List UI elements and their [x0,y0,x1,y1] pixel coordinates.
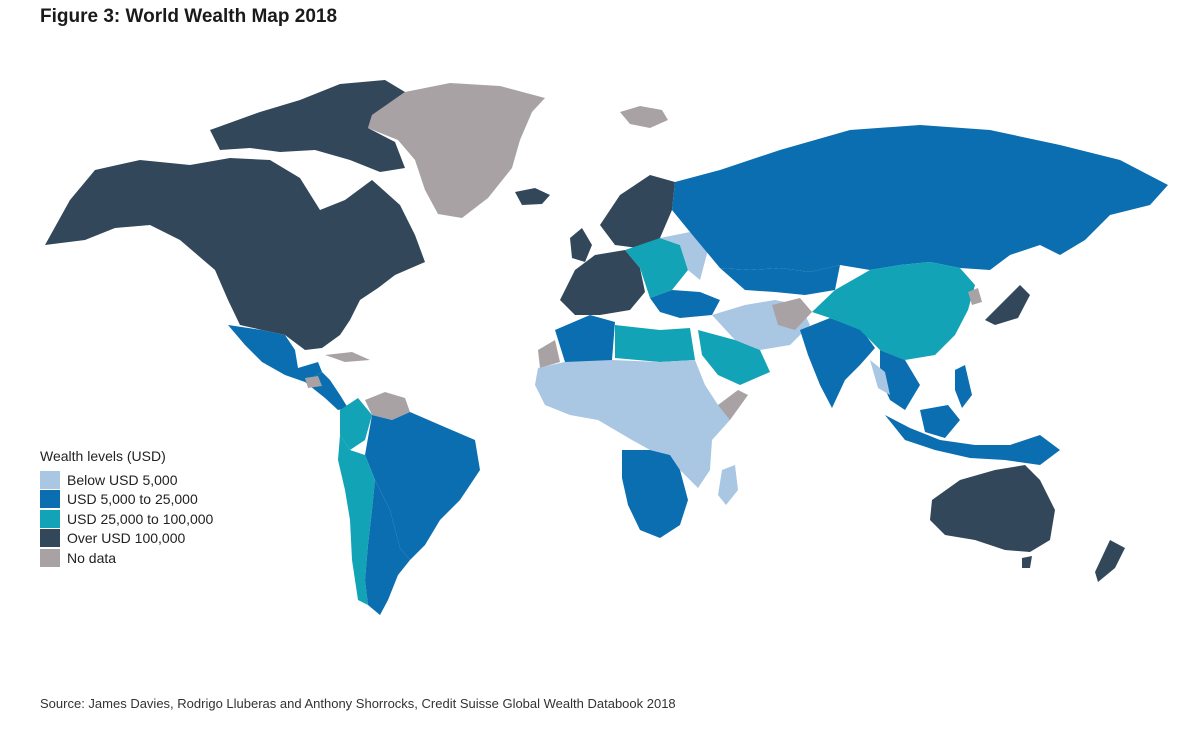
region-japan [985,285,1030,325]
region-borneo [920,405,960,438]
legend-item-25k-100k: USD 25,000 to 100,000 [40,509,213,529]
map-legend: Wealth levels (USD) Below USD 5,000 USD … [40,448,213,568]
region-philippines [955,365,972,408]
region-southern-africa [622,450,688,538]
legend-label: Over USD 100,000 [67,530,186,547]
source-note: Source: James Davies, Rodrigo Lluberas a… [40,696,676,711]
legend-swatch [40,529,60,548]
region-arctic-islands [210,80,405,172]
region-svalbard [620,106,668,128]
legend-item-5k-25k: USD 5,000 to 25,000 [40,490,213,510]
region-brazil [365,412,480,560]
region-madagascar [718,465,738,505]
region-peru-chile [338,435,375,605]
legend-item-no-data: No data [40,548,213,568]
region-tasmania [1022,556,1032,568]
region-cuba [325,352,370,362]
region-eastern-europe-low [660,232,708,280]
region-saudi [698,330,770,385]
legend-label: USD 25,000 to 100,000 [67,510,214,527]
region-new-zealand [1095,540,1125,582]
region-central-europe [625,238,688,298]
region-western-sahara [538,340,560,368]
legend-label: Below USD 5,000 [67,471,178,488]
region-india [800,318,875,408]
region-turkey-balkans [650,290,720,318]
region-indonesia [885,415,1060,465]
region-somalia [718,390,748,420]
region-uk [570,228,592,262]
region-sub-saharan-africa [535,360,735,488]
legend-title: Wealth levels (USD) [40,448,166,464]
figure-title: Figure 3: World Wealth Map 2018 [40,6,338,27]
legend-item-over-100k: Over USD 100,000 [40,529,213,549]
region-china [812,262,975,360]
region-iceland [515,188,550,205]
legend-label: USD 5,000 to 25,000 [67,491,198,508]
region-afghanistan [772,298,812,330]
region-libya-egypt [615,325,695,362]
region-greenland [368,83,545,218]
legend-swatch [40,548,60,567]
region-argentina [365,480,410,615]
region-north-africa [555,315,615,368]
legend-item-below-5k: Below USD 5,000 [40,470,213,490]
region-north-korea [968,288,982,305]
region-scandinavia [600,175,675,248]
region-western-europe [560,250,645,315]
legend-swatch [40,509,60,528]
region-venezuela [365,392,410,420]
region-colombia [340,398,372,450]
region-mexico [228,325,322,382]
region-australia [930,465,1055,552]
legend-swatch [40,470,60,489]
legend-label: No data [67,549,117,566]
legend-swatch [40,490,60,509]
region-caribbean-small [305,376,322,388]
region-north-america [45,158,425,350]
region-se-asia-low [870,360,890,395]
region-central-asia [720,265,840,295]
region-russia [672,125,1168,272]
